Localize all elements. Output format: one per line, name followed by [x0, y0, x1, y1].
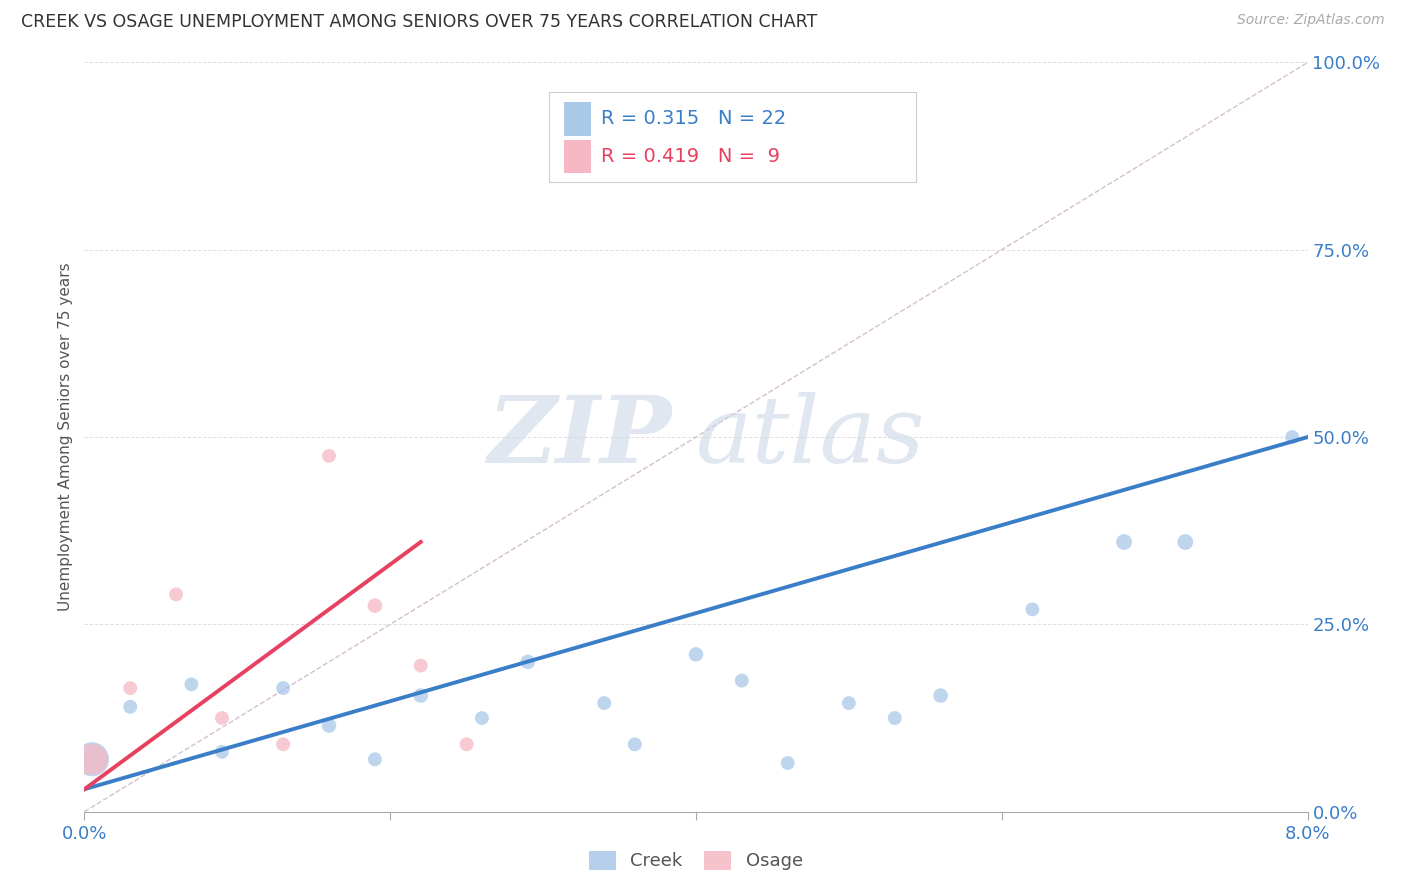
Point — [80, 752, 103, 766]
Point — [685, 648, 707, 662]
Point — [516, 655, 538, 669]
Point — [409, 658, 432, 673]
Text: R = 0.419   N =  9: R = 0.419 N = 9 — [600, 146, 779, 166]
Point — [409, 689, 432, 703]
Legend: Creek, Osage: Creek, Osage — [582, 844, 810, 878]
Point — [120, 699, 142, 714]
Point — [271, 681, 294, 695]
Point — [471, 711, 494, 725]
Point — [180, 677, 202, 691]
Point — [776, 756, 799, 770]
FancyBboxPatch shape — [564, 140, 591, 173]
Point — [731, 673, 754, 688]
Point — [1021, 602, 1043, 616]
Point — [318, 449, 340, 463]
Point — [364, 599, 387, 613]
FancyBboxPatch shape — [550, 93, 917, 182]
Point — [211, 711, 233, 725]
FancyBboxPatch shape — [564, 103, 591, 136]
Point — [1114, 535, 1136, 549]
Point — [120, 681, 142, 695]
Text: CREEK VS OSAGE UNEMPLOYMENT AMONG SENIORS OVER 75 YEARS CORRELATION CHART: CREEK VS OSAGE UNEMPLOYMENT AMONG SENIOR… — [21, 13, 817, 31]
Text: Source: ZipAtlas.com: Source: ZipAtlas.com — [1237, 13, 1385, 28]
Point — [271, 737, 294, 751]
Text: ZIP: ZIP — [488, 392, 672, 482]
Text: atlas: atlas — [696, 392, 925, 482]
Point — [165, 587, 187, 601]
Y-axis label: Unemployment Among Seniors over 75 years: Unemployment Among Seniors over 75 years — [58, 263, 73, 611]
Point — [883, 711, 905, 725]
Point — [838, 696, 860, 710]
Point — [593, 696, 616, 710]
Point — [929, 689, 952, 703]
Point — [456, 737, 478, 751]
Point — [211, 745, 233, 759]
Point — [80, 752, 103, 766]
Point — [1281, 430, 1303, 444]
Point — [318, 718, 340, 732]
Point — [1174, 535, 1197, 549]
Text: R = 0.315   N = 22: R = 0.315 N = 22 — [600, 109, 786, 128]
Point — [364, 752, 387, 766]
Point — [624, 737, 647, 751]
